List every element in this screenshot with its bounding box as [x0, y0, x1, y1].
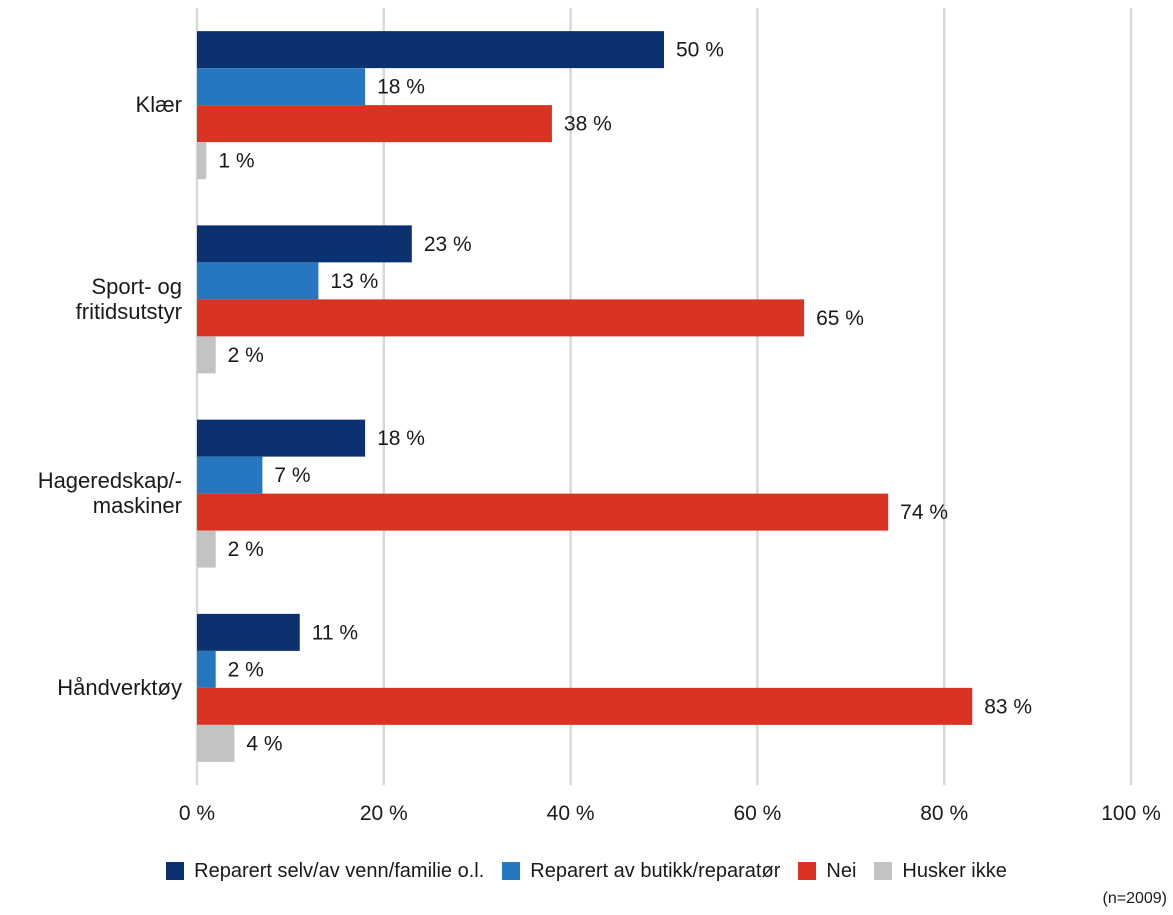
- legend-item-nei: Nei: [798, 860, 856, 883]
- bar-s1-c3: [197, 650, 216, 688]
- bar-s3-c1: [197, 336, 216, 374]
- bar-label-s2-c1: 65 %: [816, 307, 864, 330]
- category-label-line: Håndverktøy: [57, 675, 182, 700]
- bar-label-s1-c0: 18 %: [377, 76, 425, 99]
- x-tick-label-100: 100 %: [1101, 802, 1161, 825]
- legend-swatch-nei: [798, 862, 817, 880]
- bar-s0-c1: [197, 225, 412, 263]
- bar-chart: 0 % 20 % 40 % 60 % 80 % 100 % 50 % 18 % 38 % 1 % K…: [38, 8, 1161, 825]
- x-tick-label-0: 0 %: [179, 802, 215, 825]
- x-tick-label-40: 40 %: [547, 802, 595, 825]
- legend-label-reparert-selv: Reparert selv/av venn/familie o.l.: [194, 859, 485, 882]
- bar-label-s1-c2: 7 %: [274, 464, 310, 487]
- bar-s2-c0: [197, 105, 552, 143]
- legend-item-husker-ikke: Husker ikke: [874, 859, 1007, 883]
- legend-swatch-reparert-selv: [166, 862, 185, 880]
- bar-s3-c0: [197, 142, 207, 180]
- sample-size-note: (n=2009): [1102, 890, 1168, 907]
- category-label-0: Klær: [136, 92, 182, 117]
- x-tick-label-20: 20 %: [360, 802, 408, 825]
- bar-s1-c1: [197, 262, 319, 300]
- bar-label-s3-c0: 1 %: [218, 150, 254, 173]
- bar-label-s0-c1: 23 %: [424, 233, 472, 256]
- bar-s1-c0: [197, 68, 366, 106]
- legend-label-husker-ikke: Husker ikke: [902, 859, 1007, 882]
- bar-s0-c3: [197, 613, 300, 651]
- legend-item-reparert-selv: Reparert selv/av venn/familie o.l.: [166, 860, 484, 883]
- legend: Reparert selv/av venn/familie o.l. Repar…: [0, 855, 1173, 887]
- category-label-line: fritidsutstyr: [76, 299, 182, 324]
- bar-label-s3-c2: 2 %: [228, 538, 264, 561]
- bar-label-s2-c2: 74 %: [900, 501, 948, 524]
- category-label-3: Håndverktøy: [57, 675, 182, 700]
- category-label-line: Klær: [136, 92, 182, 117]
- bar-s2-c1: [197, 299, 805, 337]
- legend-swatch-reparert-butikk: [502, 862, 521, 880]
- x-tick-label-80: 80 %: [920, 802, 968, 825]
- legend-swatch-husker-ikke: [874, 862, 893, 880]
- category-label-1: Sport- og fritidsutstyr: [76, 274, 182, 324]
- bar-s2-c3: [197, 687, 973, 725]
- category-label-2: Hageredskap/-maskiner: [38, 468, 182, 518]
- bar-s2-c2: [197, 493, 889, 531]
- bar-label-s0-c0: 50 %: [676, 39, 724, 62]
- legend-item-reparert-butikk: Reparert av butikk/reparatør: [502, 860, 780, 883]
- legend-label-reparert-butikk: Reparert av butikk/reparatør: [530, 859, 781, 882]
- bar-s3-c2: [197, 530, 216, 568]
- legend-label-nei: Nei: [826, 859, 857, 882]
- bar-label-s3-c3: 4 %: [246, 732, 282, 755]
- bar-label-s1-c1: 13 %: [330, 270, 378, 293]
- category-label-line: Hageredskap/-: [38, 468, 182, 493]
- x-tick-label-60: 60 %: [733, 802, 781, 825]
- category-label-line: maskiner: [93, 493, 182, 518]
- bar-s1-c2: [197, 456, 263, 494]
- bar-label-s2-c3: 83 %: [984, 695, 1032, 718]
- bar-s3-c3: [197, 724, 235, 762]
- bar-label-s0-c2: 18 %: [377, 427, 425, 450]
- category-label-line: Sport- og: [92, 274, 183, 299]
- bar-label-s1-c3: 2 %: [228, 658, 264, 681]
- bar-label-s2-c0: 38 %: [564, 113, 612, 136]
- bar-s0-c0: [197, 31, 664, 69]
- bar-label-s0-c3: 11 %: [312, 621, 358, 644]
- bar-s0-c2: [197, 419, 366, 457]
- bar-label-s3-c1: 2 %: [228, 344, 264, 367]
